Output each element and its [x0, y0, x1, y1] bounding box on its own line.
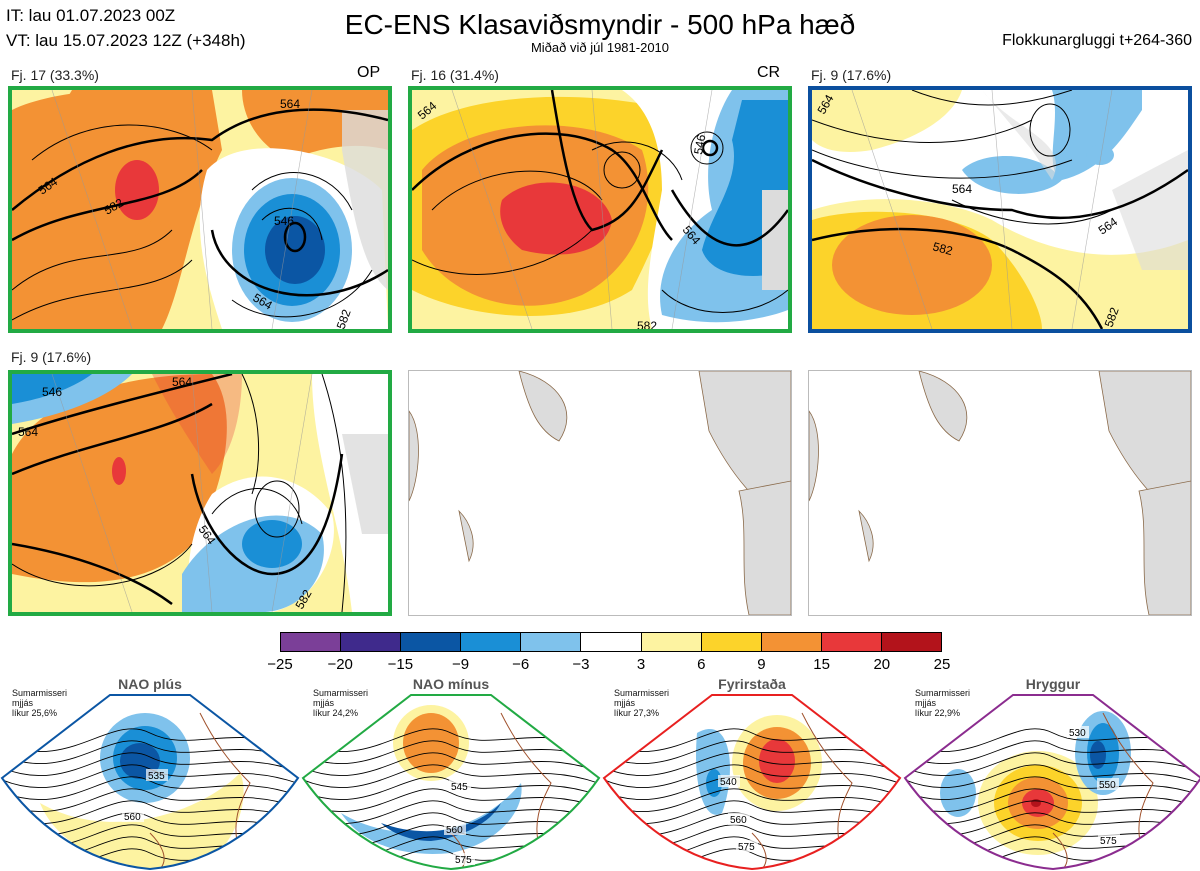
colorbar-tick-label: 15: [813, 656, 830, 673]
colorbar-segment: [761, 633, 822, 651]
cluster-1-map: 564 582 564 546 564 582: [8, 86, 392, 333]
regime-contour-label: 560: [446, 825, 463, 836]
cluster-4-contour-label: 546: [42, 385, 62, 399]
regime-contour-label: 550: [1099, 780, 1116, 791]
regime-note-line: mjjás: [614, 698, 636, 708]
colorbar-segment: [521, 633, 582, 651]
vt-line: VT: lau 15.07.2023 12Z (+348h): [6, 31, 246, 50]
cluster-4-map: 546 564 564 564 582: [8, 370, 392, 616]
regime-contour-label: 575: [455, 855, 472, 866]
colorbar-segment: [401, 633, 462, 651]
colorbar-tick-label: 6: [697, 656, 706, 673]
page-title: EC-ENS Klasaviðsmyndir - 500 hPa hæð: [344, 9, 856, 40]
regime-note-line: Sumarmisseri: [614, 688, 670, 698]
regime-contour-label: 535: [148, 771, 165, 782]
regime-note-line: mjjás: [915, 698, 937, 708]
cluster-1-contour-label: 582: [334, 307, 354, 329]
cluster-1-contour-label: 564: [280, 97, 300, 111]
colorbar-tick-label: −9: [451, 656, 470, 673]
regime-note-line: Sumarmisseri: [915, 688, 971, 698]
cluster-3-contour-label: 564: [952, 182, 972, 196]
cluster-2-tag: CR: [757, 64, 781, 81]
cluster-1-label: Fj. 17 (33.3%): [11, 67, 99, 83]
colorbar-tick-label: 25: [933, 656, 951, 673]
colorbar-segment: [461, 633, 522, 651]
regime-fan-map: 530 550 575: [903, 694, 1200, 871]
colorbar-tick-label: 3: [636, 656, 646, 673]
colorbar-segment: [581, 633, 642, 651]
regime-note: Sumarmisseri mjjás líkur 27,3%: [614, 688, 694, 718]
cluster-1-tag: OP: [357, 64, 381, 81]
colorbar-tick-label: −25: [267, 656, 293, 673]
regime-note-line: líkur 25,6%: [12, 708, 58, 718]
regime-contour-label: 545: [451, 782, 468, 793]
regime-contour-label: 575: [1100, 836, 1117, 847]
regime-fan-map: 535 560: [0, 694, 300, 871]
page-subtitle: Miðað við júl 1981-2010: [530, 40, 670, 55]
colorbar-segment: [641, 633, 702, 651]
regime-note: Sumarmisseri mjjás líkur 22,9%: [915, 688, 995, 718]
regime-note-line: mjjás: [313, 698, 335, 708]
regime-title: NAO mínus: [412, 676, 490, 692]
cluster-4-contour-label: 564: [172, 375, 192, 389]
classification-window: Flokkunargluggi t+264-360: [1002, 32, 1192, 49]
colorbar-tick-label: −3: [572, 656, 590, 673]
regime-note-line: Sumarmisseri: [313, 688, 369, 698]
regime-fan-map: 545 560 575: [301, 694, 601, 871]
regime-note: Sumarmisseri mjjás líkur 25,6%: [12, 688, 92, 718]
colorbar-tick-label: −6: [512, 656, 530, 673]
cluster-2-contour-label: 546: [691, 133, 708, 155]
cluster-2-label: Fj. 16 (31.4%): [411, 67, 499, 83]
colorbar-segment: [821, 633, 882, 651]
colorbar-segment: [341, 633, 402, 651]
cluster-1-contour-label: 546: [274, 214, 294, 228]
cluster-3-map: 564 564 582 564 582: [808, 86, 1192, 333]
colorbar-tick-label: −15: [387, 656, 414, 673]
cluster-2-map: 564 546 564 582: [408, 86, 792, 333]
colorbar-segment: [281, 633, 342, 651]
regime-note-line: líkur 27,3%: [614, 708, 660, 718]
colorbar: [280, 632, 942, 652]
colorbar-tick-label: 9: [757, 656, 766, 673]
regime-contour-label: 560: [124, 812, 141, 823]
colorbar-tick-label: 20: [873, 656, 891, 673]
cluster-2-contour-label: 582: [637, 319, 657, 329]
regime-note-line: líkur 22,9%: [915, 708, 961, 718]
regime-fan-map: 540 560 575: [602, 694, 902, 871]
regime-note-line: mjjás: [12, 698, 34, 708]
regime-contour-label: 560: [730, 815, 747, 826]
colorbar-segment: [881, 633, 942, 651]
regime-contour-label: 530: [1069, 728, 1086, 739]
regime-title: Hryggur: [1025, 676, 1081, 692]
cluster-3-contour-label: 582: [1102, 305, 1122, 329]
regime-title: NAO plús: [118, 676, 182, 692]
regime-note: Sumarmisseri mjjás líkur 24,2%: [313, 688, 393, 718]
cluster-3-label: Fj. 9 (17.6%): [811, 67, 892, 83]
regime-note-line: Sumarmisseri: [12, 688, 68, 698]
empty-map-panel: [408, 370, 792, 616]
cluster-4-label: Fj. 9 (17.6%): [11, 349, 92, 365]
it-line: IT: lau 01.07.2023 00Z: [6, 6, 176, 25]
cluster-3-contour-label: 582: [931, 239, 954, 258]
empty-map-panel: [808, 370, 1192, 616]
regime-note-line: líkur 24,2%: [313, 708, 359, 718]
colorbar-tick-label: −20: [327, 656, 353, 673]
colorbar-segment: [701, 633, 762, 651]
cluster-4-contour-label: 564: [18, 425, 38, 439]
regime-contour-label: 540: [720, 777, 737, 788]
regime-contour-label: 575: [738, 842, 755, 853]
regime-title: Fyrirstaða: [718, 676, 786, 692]
